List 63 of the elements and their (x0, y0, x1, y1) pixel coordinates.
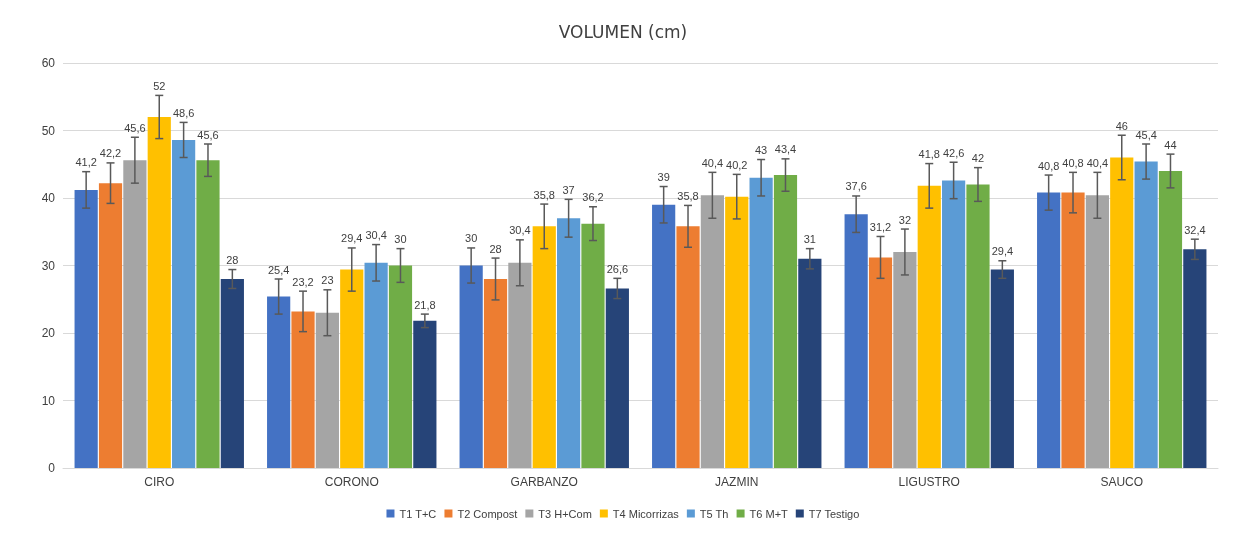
data-label: 41,2 (75, 156, 97, 169)
legend-label: T4 Micorrizas (612, 507, 680, 520)
x-tick-label: SAUCO (1100, 475, 1144, 489)
data-label: 42,2 (99, 147, 122, 160)
data-label: 29,4 (341, 232, 363, 245)
data-label: 26,6 (606, 262, 629, 275)
data-label: 29,4 (991, 245, 1014, 258)
legend-label: T2 Compost (457, 507, 518, 520)
data-label: 37,6 (845, 180, 867, 193)
data-label: 23,2 (292, 275, 314, 288)
x-tick-label: GARBANZO (510, 475, 578, 489)
data-label: 39 (657, 171, 670, 184)
y-tick-label: 50 (41, 123, 56, 138)
data-label: 35,8 (677, 189, 699, 202)
data-label: 43 (754, 144, 768, 157)
data-label: 43,4 (774, 143, 797, 156)
data-label: 28 (489, 242, 502, 255)
data-label: 40,4 (1086, 156, 1109, 169)
data-label: 42 (971, 152, 985, 165)
x-tick-label: CORONO (324, 475, 379, 489)
legend-label: T1 T+C (399, 507, 437, 520)
data-label: 41,8 (918, 148, 940, 161)
data-label: 45,6 (197, 128, 219, 141)
data-label: 25,4 (267, 263, 290, 276)
data-label: 31 (803, 233, 816, 246)
data-label: 40,8 (1037, 159, 1060, 172)
data-label: 30 (465, 232, 478, 245)
legend-label: T7 Testigo (808, 507, 860, 520)
data-label: 35,8 (533, 188, 555, 201)
data-label: 40,2 (726, 158, 748, 171)
data-label: 30 (394, 233, 407, 246)
data-label: 31,2 (869, 220, 892, 233)
data-label: 36,2 (582, 191, 604, 204)
data-label: 32,4 (1184, 223, 1206, 236)
y-tick-label: 40 (41, 191, 56, 205)
data-label: 45,4 (1135, 128, 1157, 141)
x-tick-label: CIRO (144, 475, 175, 489)
y-tick-label: 20 (41, 326, 56, 340)
data-label: 40,8 (1062, 156, 1084, 169)
x-tick-label: JAZMIN (715, 475, 759, 489)
y-tick-label: 30 (41, 258, 56, 273)
data-label: 30,4 (365, 229, 387, 242)
data-label: 45,6 (124, 121, 146, 134)
data-label: 52 (153, 79, 166, 92)
data-label: 37 (562, 183, 575, 196)
y-tick-label: 60 (41, 56, 56, 70)
legend-label: T5 Th (699, 507, 729, 520)
x-tick-label: LIGUSTRO (898, 475, 960, 489)
data-label: 32 (898, 213, 912, 226)
data-label: 40,4 (701, 156, 724, 169)
legend-label: T6 M+T (749, 507, 789, 520)
y-tick-label: 10 (41, 393, 56, 408)
data-label: 28 (226, 254, 239, 267)
legend-label: T3 H+Com (538, 507, 592, 520)
data-label: 48,6 (172, 106, 195, 119)
data-label: 42,6 (942, 146, 965, 159)
data-label: 30,4 (509, 224, 531, 237)
y-tick-label: 0 (48, 461, 56, 475)
data-label: 21,8 (414, 298, 436, 311)
data-label: 46 (1115, 119, 1128, 132)
data-label: 23 (321, 274, 334, 287)
chart-title: VOLUMEN (cm) (558, 21, 688, 42)
data-label: 44 (1164, 138, 1177, 151)
